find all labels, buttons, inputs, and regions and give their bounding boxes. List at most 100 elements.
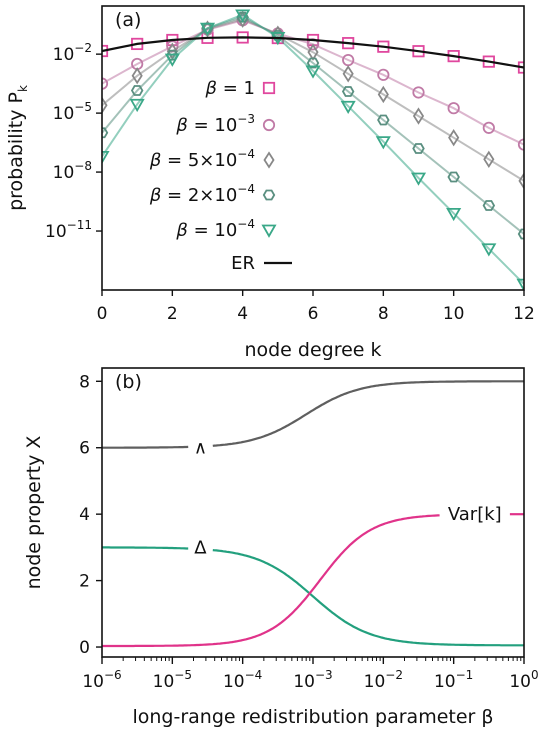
panel-a: β = 1β = 10−3β = 5×10−4β = 2×10−4β = 10−… [5,5,535,361]
legend-eq: = 1 [217,78,255,99]
x-tick-label: 8 [378,304,389,324]
curve-1 [102,546,189,550]
x-tick-label-base: 10 [223,672,245,692]
legend-label-4: β = 10−4 [175,217,255,241]
legend-marker-4 [261,224,277,238]
curve-1 [212,549,524,647]
x-tick-label: 10−4 [223,668,262,692]
series-4-point [102,150,110,165]
y-tick-label: 8 [79,372,90,392]
x-tick-label-exp: −6 [104,668,122,682]
y-tick-label-exp: −2 [74,41,92,55]
legend-beta: β [175,220,188,241]
panel-a-frame [101,5,525,291]
legend-exp: −4 [237,217,255,231]
y-tick-label-base: 10 [53,104,75,124]
legend-marker-2 [263,151,275,169]
legend-eq: = 10 [188,220,237,241]
panel-a-label: (a) [115,9,141,31]
series-4-point [481,243,497,257]
series-2-point [342,65,354,83]
panel-b-series [102,380,524,648]
x-tick-label-exp: −4 [245,668,263,682]
x-tick-label: 0 [97,304,108,324]
y-tick-label-exp: −8 [74,159,92,173]
legend-beta: β [205,78,218,99]
y-tick-label: 0 [79,638,90,658]
legend-exp: −3 [237,112,255,126]
legend-eq: = 2×10 [161,185,237,206]
x-tick-label: 100 [509,668,538,692]
x-tick-label-exp: −5 [174,668,192,682]
y-tick-label-exp: −5 [74,100,92,114]
x-tick-label: 10−2 [364,668,403,692]
series-2-point [377,85,389,104]
x-tick-label: 6 [308,304,319,324]
series-4-point [516,278,524,290]
curve-label: ∧ [194,438,207,459]
legend-label-3: β = 2×10−4 [149,182,255,206]
y-tick-label-base: 10 [53,163,75,183]
series-1-point [482,121,495,134]
legend-label-2: β = 5×10−4 [149,147,255,171]
series-2-point [131,67,143,85]
legend-eq: = 10 [188,115,237,136]
series-2-point [448,129,460,147]
y-tick-label: 2 [79,572,90,592]
x-tick-label: 10−6 [82,668,121,692]
y-tick-label-base: 10 [45,222,67,242]
legend-eq: = 5×10 [161,150,237,171]
x-tick-label-exp: 0 [531,668,539,682]
y-tick-label: 10−5 [53,100,92,124]
y-tick-label-base: 10 [53,45,75,65]
legend-marker-0 [262,81,276,95]
y-tick-label: 10−2 [53,41,92,65]
panel-a-legend: β = 1β = 10−3β = 5×10−4β = 2×10−4β = 10−… [149,78,292,274]
series-3-point [377,114,390,126]
series-3-point [102,127,109,139]
x-tick-label-base: 10 [82,672,104,692]
curve-2 [102,514,440,648]
x-tick-label-base: 10 [434,672,456,692]
panel-a-x-axis-label: node degree k [244,339,381,361]
legend-beta: β [149,150,162,171]
x-tick-label: 12 [513,304,535,324]
panel-b-y-axis-label: node property X [23,436,45,590]
series-4-point [446,207,462,222]
curve-0 [102,445,189,449]
series-3-point [517,228,524,240]
x-tick-label: 10−1 [434,668,473,692]
series-4-point [305,65,321,79]
panel-a-y-ticks: 10−210−510−810−11 [45,41,102,242]
legend-marker-3 [262,189,276,201]
series-3-point [341,86,355,97]
series-1-point [412,86,425,99]
series-4-point [199,22,216,37]
y-tick-label: 4 [79,505,90,525]
panel-b-x-ticks: 10−6 10−5 10−4 10−3 10−2 10−1 100 [82,657,539,692]
panel-b-x-axis-label: long-range redistribution parameter β [132,706,493,728]
curve-label: Δ [194,537,207,558]
series-2-point [102,96,108,114]
x-tick-label-base: 10 [293,672,315,692]
series-1-point [377,68,390,81]
series-3-point [412,143,425,154]
series-3-point [306,57,320,69]
legend-label-0: β = 1 [205,78,255,99]
series-2-point [518,172,524,190]
x-tick-label-base: 10 [153,672,175,692]
er-curve [102,36,524,69]
series-4-point [129,98,145,113]
legend-eq: ER [231,253,255,274]
x-tick-label-exp: −1 [456,668,474,682]
x-tick-label-exp: −2 [385,668,403,682]
x-tick-label: 2 [167,304,178,324]
y-tick-label-exp: −11 [67,218,92,232]
legend-beta: β [149,185,162,206]
series-2-point [412,107,425,125]
series-3-point [130,85,144,96]
series-1-point [447,102,460,115]
y-tick-label: 10−8 [53,159,92,183]
legend-label-5: ER [231,253,255,274]
